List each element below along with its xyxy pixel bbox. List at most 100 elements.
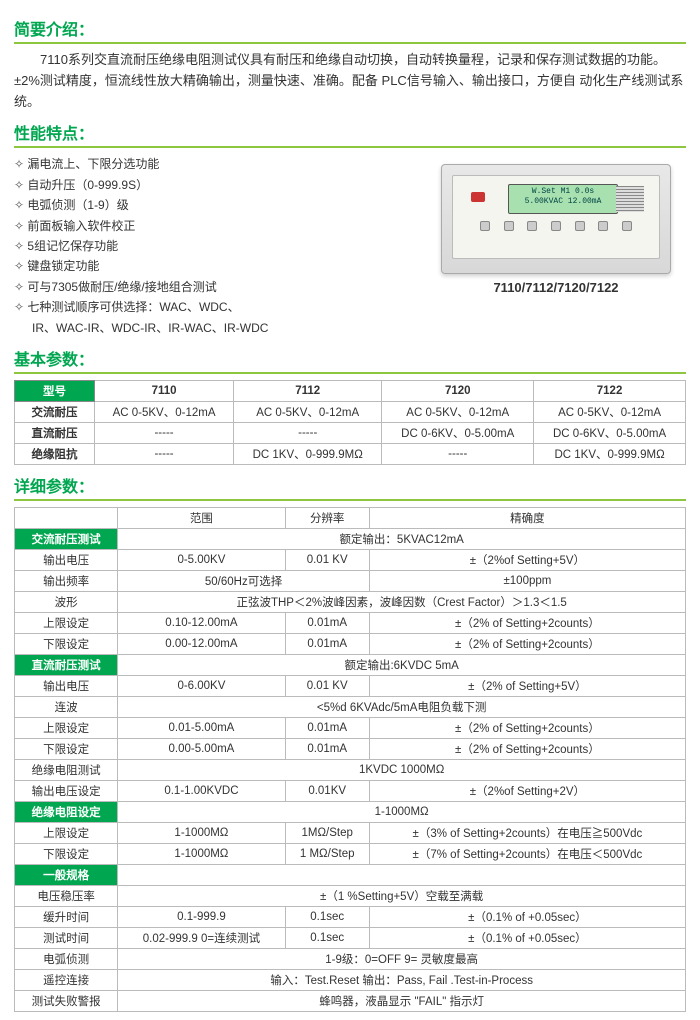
detail-cell: ±（2% of Setting+2counts） — [369, 738, 685, 759]
detail-row-label: 电弧侦测 — [15, 948, 118, 969]
basic-row-label: 交流耐压 — [15, 401, 95, 422]
detail-row-label: 下限设定 — [15, 633, 118, 654]
basic-cell: AC 0-5KV、0-12mA — [234, 401, 382, 422]
detail-cell: 0.01 KV — [285, 549, 369, 570]
detail-cell: 1-1000MΩ — [118, 822, 285, 843]
detail-cell: 额定输出:6KVDC 5mA — [118, 654, 686, 675]
detail-row-label: 连波 — [15, 696, 118, 717]
detail-cell: 1-1000MΩ — [118, 801, 686, 822]
detail-cell: 蜂鸣器，液晶显示 "FAIL" 指示灯 — [118, 990, 686, 1011]
detail-row-label: 遥控连接 — [15, 969, 118, 990]
detail-row-label: 测试时间 — [15, 927, 118, 948]
basic-title: 基本参数： — [14, 346, 686, 374]
detail-group-label: 一般规格 — [15, 864, 118, 885]
detail-cell: 0.10-12.00mA — [118, 612, 285, 633]
detail-row-label: 上限设定 — [15, 822, 118, 843]
basic-params-table: 型号7110711271207122交流耐压AC 0-5KV、0-12mAAC … — [14, 380, 686, 465]
detail-cell: <5%d 6KVAdc/5mA电阻负载下测 — [118, 696, 686, 717]
detail-cell: 1 MΩ/Step — [285, 843, 369, 864]
detail-cell: 0.01mA — [285, 633, 369, 654]
basic-cell: ----- — [382, 443, 534, 464]
feature-item: 前面板输入软件校正 — [14, 216, 426, 236]
detail-group-label: 交流耐压测试 — [15, 528, 118, 549]
basic-model: 7122 — [534, 380, 686, 401]
detail-row-label: 输出电压 — [15, 549, 118, 570]
feature-item: 自动升压（0-999.9S） — [14, 175, 426, 195]
basic-cell: AC 0-5KV、0-12mA — [95, 401, 234, 422]
detail-row-label: 输出电压 — [15, 675, 118, 696]
feature-item: 电弧侦测（1-9）级 — [14, 195, 426, 215]
basic-cell: ----- — [95, 422, 234, 443]
detail-cell: 0.01mA — [285, 717, 369, 738]
detail-cell: ±（2% of Setting+2counts） — [369, 633, 685, 654]
basic-model: 7120 — [382, 380, 534, 401]
detail-cell: ±（2% of Setting+2counts） — [369, 612, 685, 633]
feature-item: 可与7305做耐压/绝缘/接地组合测试 — [14, 277, 426, 297]
detail-cell: ±（3% of Setting+2counts）在电压≧500Vdc — [369, 822, 685, 843]
detail-cell: 0.1sec — [285, 927, 369, 948]
basic-cell: DC 1KV、0-999.9MΩ — [534, 443, 686, 464]
detail-row-label: 上限设定 — [15, 612, 118, 633]
detail-cell: 1KVDC 1000MΩ — [118, 759, 686, 780]
detail-cell: 0.01-5.00mA — [118, 717, 285, 738]
detail-row-label: 测试失败警报 — [15, 990, 118, 1011]
feature-item: 漏电流上、下限分选功能 — [14, 154, 426, 174]
detail-cell: ±100ppm — [369, 570, 685, 591]
detail-row-label: 上限设定 — [15, 717, 118, 738]
detail-cell: 0.02-999.9 0=连续测试 — [118, 927, 285, 948]
detail-cell: 0.01mA — [285, 738, 369, 759]
detail-cell: ±（2%of Setting+2V） — [369, 780, 685, 801]
detail-title: 详细参数： — [14, 473, 686, 501]
basic-row-label: 直流耐压 — [15, 422, 95, 443]
detail-cell: 1-9级：0=OFF 9= 灵敏度最高 — [118, 948, 686, 969]
detail-cell: ±（1 %Setting+5V）空载至满载 — [118, 885, 686, 906]
detail-cell — [118, 864, 686, 885]
basic-cell: ----- — [95, 443, 234, 464]
detail-head: 范围 — [118, 507, 285, 528]
detail-row-label: 下限设定 — [15, 843, 118, 864]
device-screen-line1: W.Set M1 0.0s — [511, 187, 615, 197]
device-screen-line2: 5.00KVAC 12.00mA — [511, 197, 615, 207]
basic-model-head: 型号 — [15, 380, 95, 401]
detail-row-label: 绝缘电阻测试 — [15, 759, 118, 780]
detail-head: 精确度 — [369, 507, 685, 528]
detail-cell: ±（2% of Setting+5V） — [369, 675, 685, 696]
detail-cell: 正弦波THP＜2%波峰因素，波峰因数（Crest Factor）＞1.3＜1.5 — [118, 591, 686, 612]
detail-row-label: 电压稳压率 — [15, 885, 118, 906]
detail-cell: 1MΩ/Step — [285, 822, 369, 843]
detail-group-label: 绝缘电阻设定 — [15, 801, 118, 822]
basic-cell: DC 1KV、0-999.9MΩ — [234, 443, 382, 464]
basic-row-label: 绝缘阻抗 — [15, 443, 95, 464]
feature-item: 键盘锁定功能 — [14, 256, 426, 276]
detail-cell: ±（0.1% of +0.05sec） — [369, 927, 685, 948]
basic-cell: AC 0-5KV、0-12mA — [534, 401, 686, 422]
device-caption: 7110/7112/7120/7122 — [426, 280, 686, 295]
detail-cell: ±（2%of Setting+5V） — [369, 549, 685, 570]
detail-cell: 0.1sec — [285, 906, 369, 927]
device-image: W.Set M1 0.0s 5.00KVAC 12.00mA — [441, 164, 671, 274]
basic-model: 7110 — [95, 380, 234, 401]
detail-cell: 0.00-12.00mA — [118, 633, 285, 654]
feature-item: 七种测试顺序可供选择：WAC、WDC、 — [14, 297, 426, 317]
feature-item: 5组记忆保存功能 — [14, 236, 426, 256]
detail-group-label: 直流耐压测试 — [15, 654, 118, 675]
detail-cell: 0.01KV — [285, 780, 369, 801]
detail-cell: 输入：Test.Reset 输出：Pass, Fail .Test-in-Pro… — [118, 969, 686, 990]
detail-row-label: 缓升时间 — [15, 906, 118, 927]
detail-cell: 0.00-5.00mA — [118, 738, 285, 759]
intro-text: 7110系列交直流耐压绝缘电阻测试仪具有耐压和绝缘自动切换，自动转换量程，记录和… — [14, 50, 686, 112]
detail-cell: ±（2% of Setting+2counts） — [369, 717, 685, 738]
detail-cell: 额定输出：5KVAC12mA — [118, 528, 686, 549]
detail-row-label: 输出电压设定 — [15, 780, 118, 801]
detail-cell: 0.1-999.9 — [118, 906, 285, 927]
basic-cell: DC 0-6KV、0-5.00mA — [534, 422, 686, 443]
detail-cell: ±（0.1% of +0.05sec） — [369, 906, 685, 927]
basic-model: 7112 — [234, 380, 382, 401]
features-title: 性能特点： — [14, 120, 686, 148]
intro-title: 简要介绍： — [14, 16, 686, 44]
detail-blank — [15, 507, 118, 528]
detail-cell: 0-5.00KV — [118, 549, 285, 570]
detail-row-label: 波形 — [15, 591, 118, 612]
detail-row-label: 输出频率 — [15, 570, 118, 591]
feature-item-cont: IR、WAC-IR、WDC-IR、IR-WAC、IR-WDC — [14, 318, 426, 338]
